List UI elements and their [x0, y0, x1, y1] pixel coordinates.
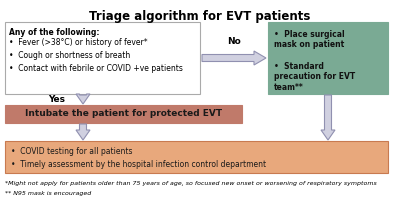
- Bar: [5, 105, 242, 123]
- Polygon shape: [76, 124, 90, 140]
- Polygon shape: [76, 94, 90, 104]
- Text: •  COVID testing for all patients: • COVID testing for all patients: [11, 147, 132, 156]
- Text: No: No: [227, 37, 241, 46]
- Bar: [5, 22, 200, 94]
- Text: Triage algorithm for EVT patients: Triage algorithm for EVT patients: [89, 10, 311, 23]
- Polygon shape: [321, 95, 335, 140]
- Text: •  Cough or shortness of breath: • Cough or shortness of breath: [9, 51, 130, 60]
- Polygon shape: [202, 51, 266, 65]
- Text: •  Fever (>38°C) or history of fever*: • Fever (>38°C) or history of fever*: [9, 38, 148, 47]
- Text: Intubate the patient for protected EVT: Intubate the patient for protected EVT: [25, 109, 222, 118]
- Text: •  Contact with febrile or COVID +ve patients: • Contact with febrile or COVID +ve pati…: [9, 64, 183, 73]
- Text: Any of the following:: Any of the following:: [9, 28, 100, 37]
- Text: Yes: Yes: [48, 95, 65, 104]
- Text: •  Place surgical
mask on patient: • Place surgical mask on patient: [274, 30, 345, 49]
- Bar: [5, 141, 388, 173]
- Text: •  Timely assessment by the hospital infection control department: • Timely assessment by the hospital infe…: [11, 160, 266, 169]
- Text: ** N95 mask is encouraged: ** N95 mask is encouraged: [5, 191, 91, 196]
- Bar: [268, 22, 388, 94]
- Text: •  Standard
precaution for EVT
team**: • Standard precaution for EVT team**: [274, 62, 355, 92]
- Text: *Might not apply for patients older than 75 years of age, so focused new onset o: *Might not apply for patients older than…: [5, 181, 377, 186]
